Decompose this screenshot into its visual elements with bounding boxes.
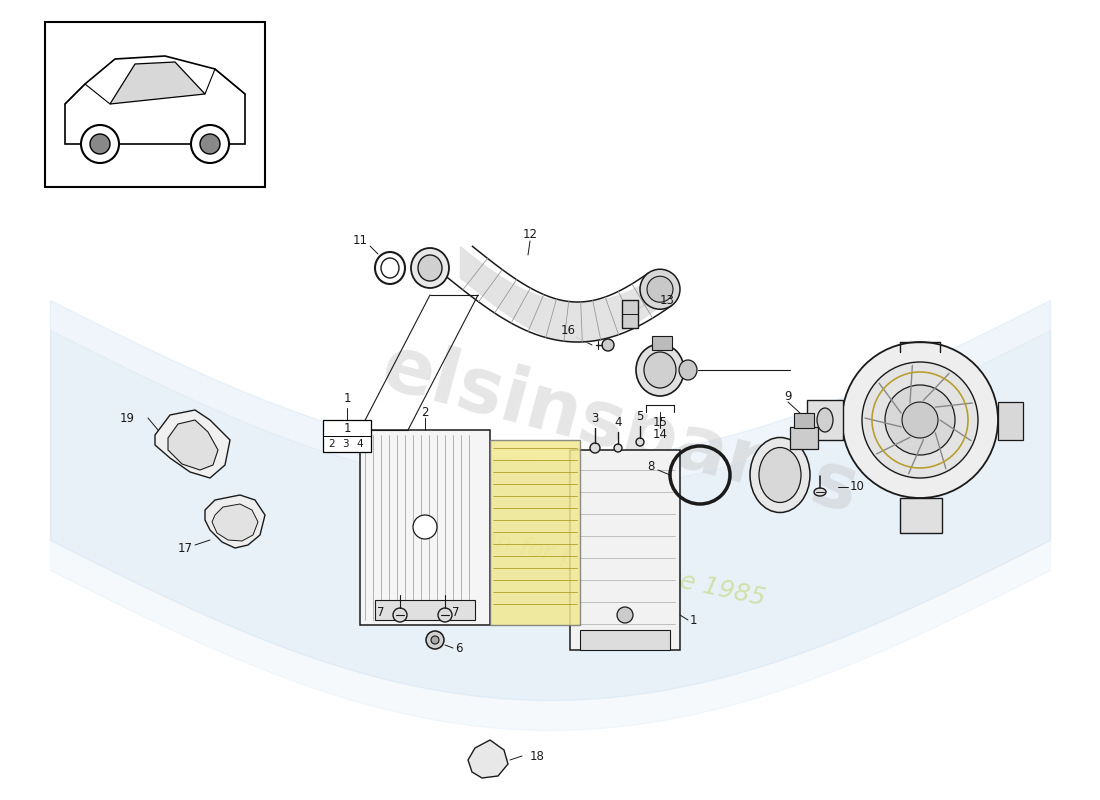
Circle shape: [438, 608, 452, 622]
Ellipse shape: [759, 447, 801, 502]
Text: elsinspares: elsinspares: [374, 330, 867, 530]
Bar: [652, 336, 672, 350]
Circle shape: [81, 125, 119, 163]
Bar: [900, 498, 942, 533]
Text: 9: 9: [784, 390, 792, 403]
Circle shape: [842, 342, 998, 498]
Text: 14: 14: [652, 429, 668, 442]
Polygon shape: [468, 740, 508, 778]
Circle shape: [412, 515, 437, 539]
Circle shape: [431, 636, 439, 644]
Text: 7: 7: [452, 606, 460, 618]
Bar: [621, 300, 638, 328]
Bar: [794, 413, 814, 428]
Text: a passion for parts since 1985: a passion for parts since 1985: [393, 509, 767, 611]
Ellipse shape: [411, 248, 449, 288]
Ellipse shape: [817, 408, 833, 432]
Bar: [790, 427, 818, 449]
Circle shape: [614, 444, 622, 452]
Text: 18: 18: [530, 750, 544, 762]
Text: 1: 1: [343, 422, 351, 434]
Bar: [490, 440, 580, 625]
Polygon shape: [205, 495, 265, 548]
Bar: [375, 600, 475, 620]
Circle shape: [393, 608, 407, 622]
Text: 2: 2: [329, 439, 336, 449]
Text: 15: 15: [652, 415, 668, 429]
Circle shape: [590, 443, 600, 453]
Text: 11: 11: [352, 234, 367, 246]
Circle shape: [200, 134, 220, 154]
Text: 1: 1: [343, 391, 351, 405]
Circle shape: [90, 134, 110, 154]
Bar: [580, 630, 670, 650]
Text: 4: 4: [356, 439, 363, 449]
Text: 12: 12: [522, 229, 538, 242]
Ellipse shape: [636, 344, 684, 396]
Ellipse shape: [418, 255, 442, 281]
Ellipse shape: [679, 360, 697, 380]
Text: 10: 10: [850, 481, 865, 494]
Bar: [323, 420, 371, 452]
Circle shape: [602, 339, 614, 351]
Polygon shape: [212, 504, 258, 541]
Text: 6: 6: [455, 642, 462, 654]
Bar: [45, 22, 265, 187]
Bar: [807, 400, 843, 440]
Circle shape: [862, 362, 978, 478]
Circle shape: [636, 438, 644, 446]
Text: 19: 19: [120, 411, 135, 425]
Text: 2: 2: [421, 406, 429, 418]
Text: 8: 8: [648, 461, 654, 474]
Text: 3: 3: [342, 439, 349, 449]
Circle shape: [426, 631, 444, 649]
Text: 4: 4: [614, 415, 622, 429]
Circle shape: [617, 607, 632, 623]
Ellipse shape: [814, 488, 826, 496]
Polygon shape: [168, 420, 218, 470]
Text: 7: 7: [377, 606, 385, 618]
Circle shape: [902, 402, 938, 438]
Circle shape: [647, 276, 673, 302]
Text: 17: 17: [177, 542, 192, 554]
Text: 16: 16: [561, 323, 575, 337]
Bar: [998, 402, 1023, 440]
Circle shape: [191, 125, 229, 163]
Ellipse shape: [750, 438, 810, 513]
Text: 3: 3: [592, 411, 598, 425]
Bar: [360, 430, 490, 625]
Circle shape: [886, 385, 955, 455]
Text: 13: 13: [660, 294, 675, 306]
Bar: [570, 450, 680, 650]
Ellipse shape: [644, 352, 676, 388]
Text: 5: 5: [636, 410, 644, 422]
Polygon shape: [110, 62, 205, 104]
Polygon shape: [155, 410, 230, 478]
Polygon shape: [65, 56, 245, 144]
Circle shape: [640, 270, 680, 310]
Text: 1: 1: [690, 614, 697, 626]
